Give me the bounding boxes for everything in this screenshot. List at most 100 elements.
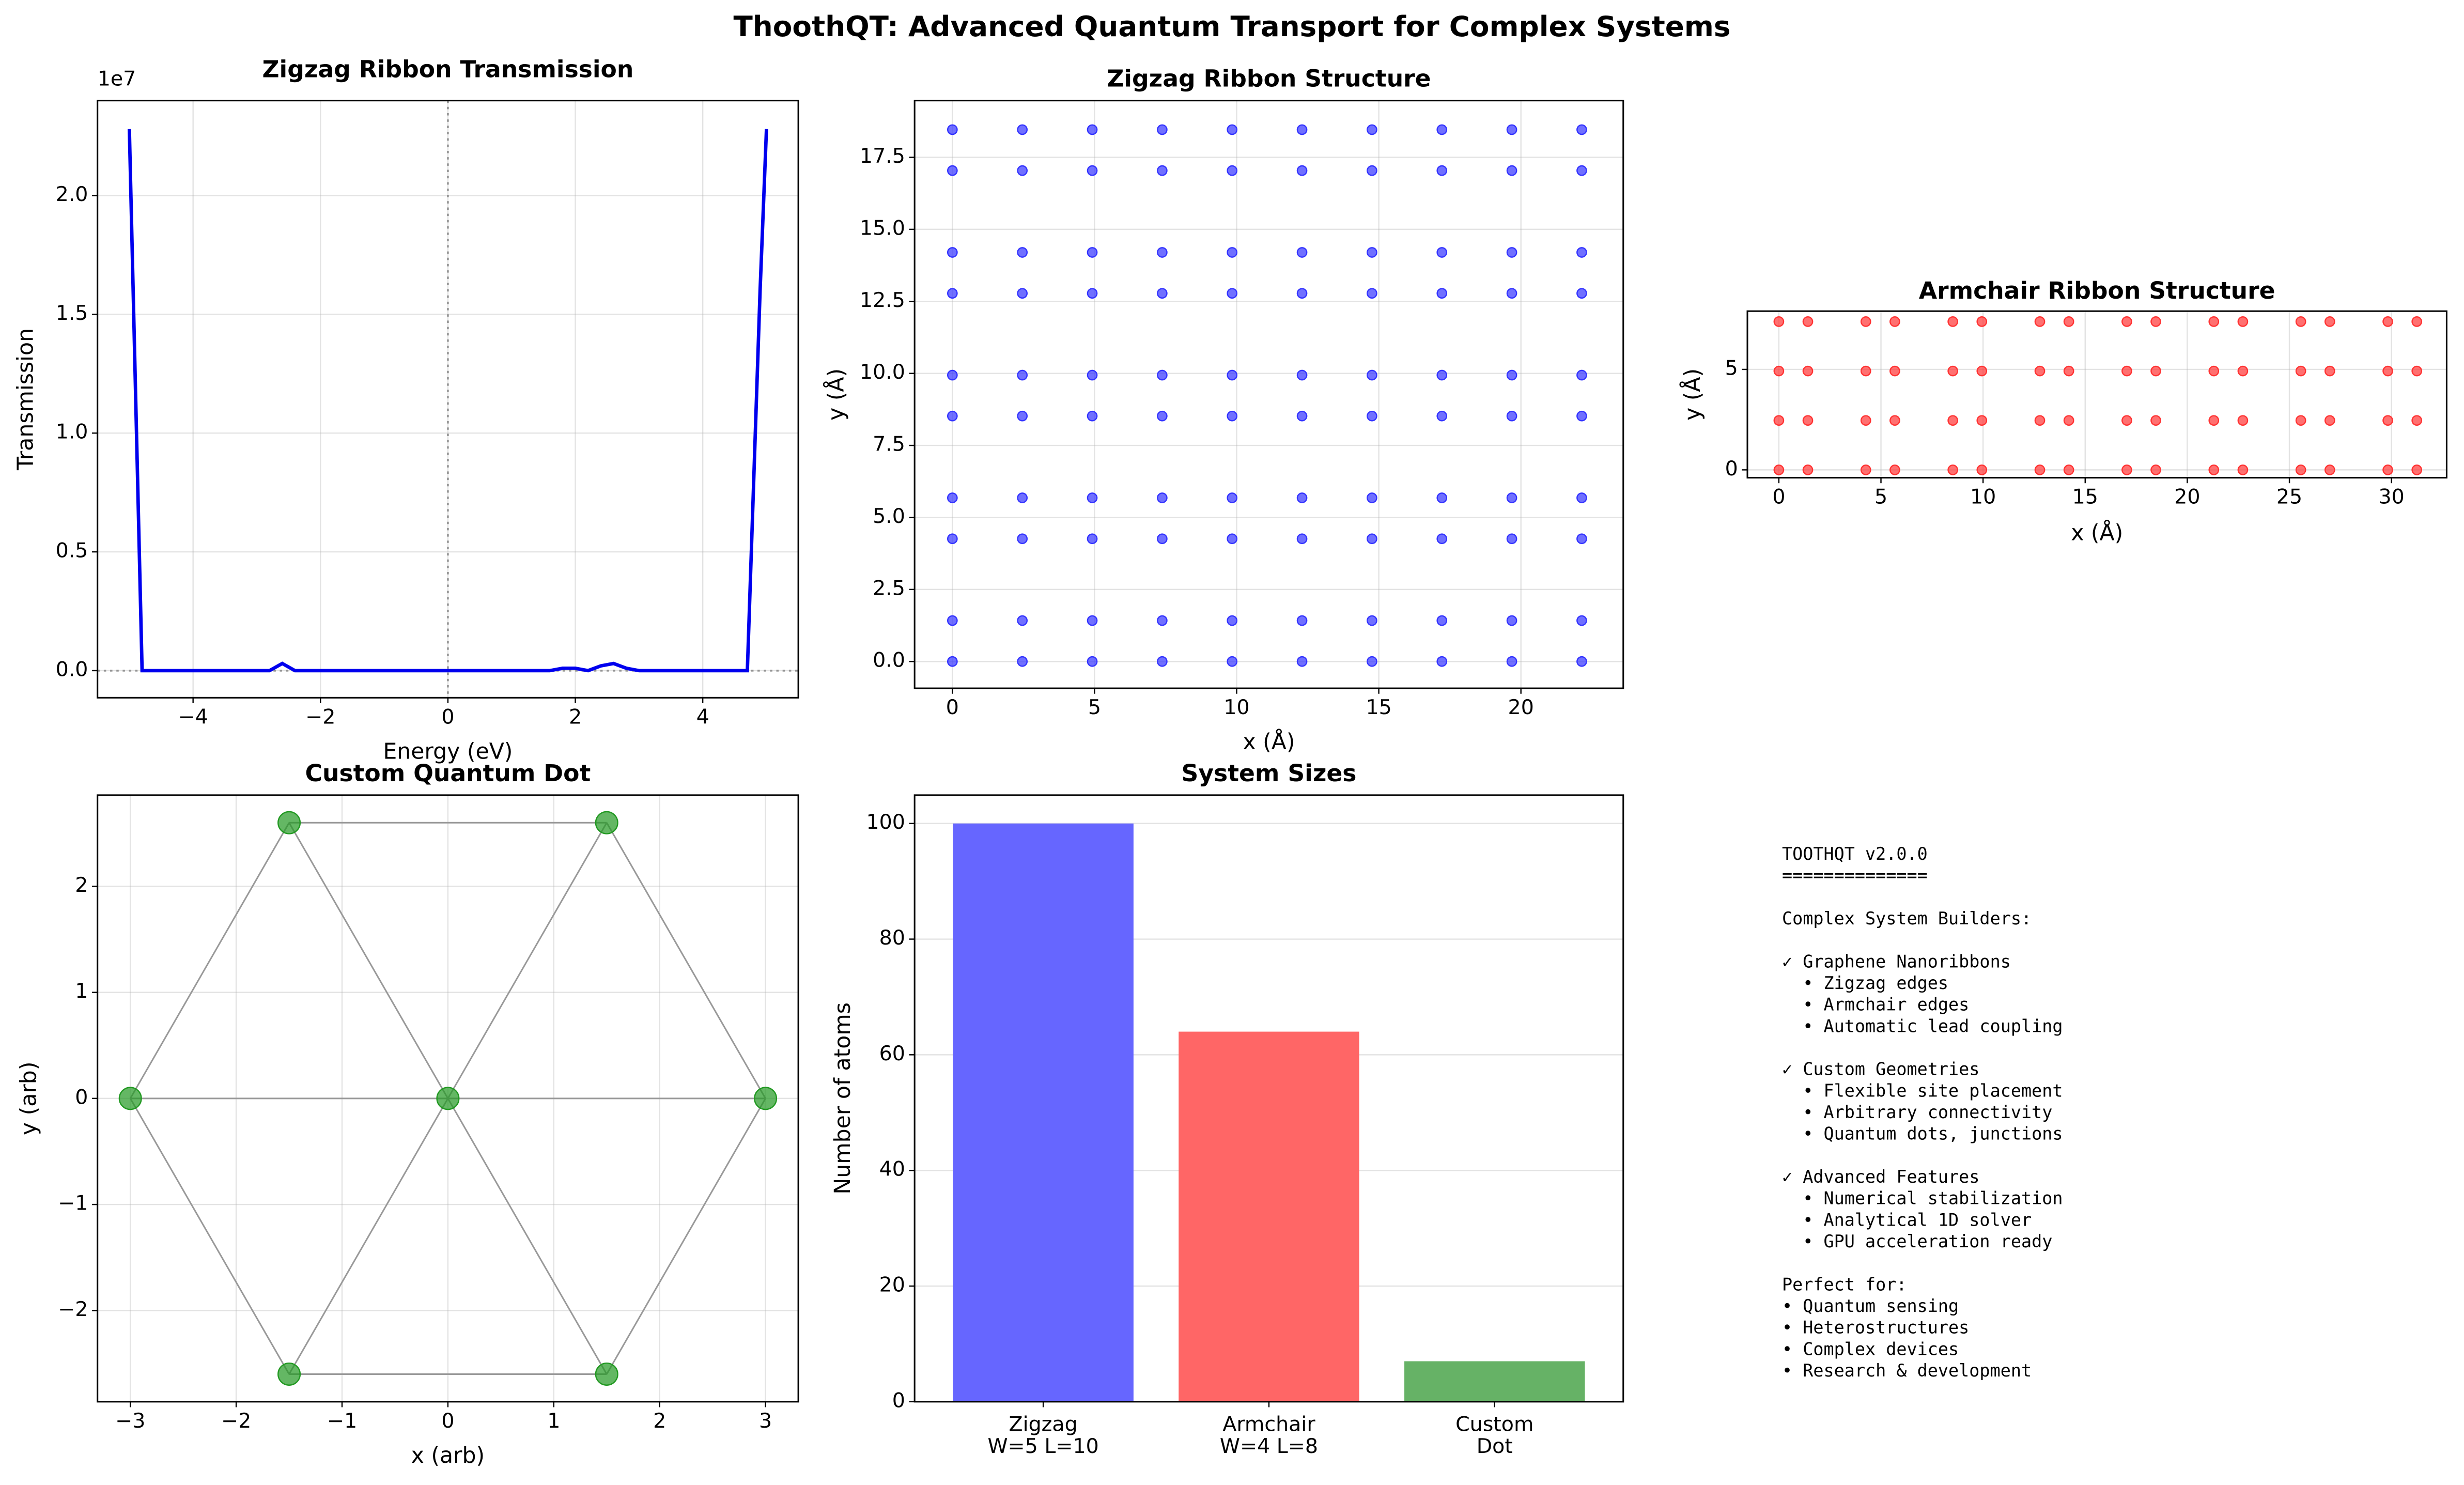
edge [288,822,449,1099]
y-axis-label: y (arb) [16,1062,41,1136]
point [1296,288,1308,299]
point [1157,288,1168,299]
point [1296,656,1308,667]
point [2150,365,2161,377]
point [1436,492,1448,503]
point [1947,365,1959,377]
point [947,410,958,422]
y-tick-label: 7.5 [873,432,905,456]
point [2324,365,2335,377]
point [1227,656,1238,667]
edge [288,1098,449,1375]
point [947,533,958,545]
point [1017,124,1028,135]
x-axis-label: Energy (eV) [383,738,513,764]
point [277,1362,301,1386]
x-tick-label: Custom Dot [1455,1412,1533,1458]
point [1802,365,1814,377]
point [1087,288,1098,299]
point [1506,615,1517,626]
info-line: • Armchair edges [1782,995,1969,1015]
point [1773,316,1785,327]
axes-frame [97,794,799,1403]
edge [129,1098,290,1375]
point [1017,247,1028,258]
point [2121,465,2132,475]
point [1576,247,1587,258]
x-tick-label: 10 [1223,695,1249,719]
point [1889,415,1900,426]
info-line: ✓ Graphene Nanoribbons [1782,951,2011,971]
point [1227,247,1238,258]
point [1367,533,1377,545]
point [436,1087,460,1110]
x-tick-label: −3 [115,1409,145,1433]
y-tick-label: 40 [879,1157,905,1181]
point [1157,615,1168,626]
x-tick-label: 15 [1366,695,1391,719]
y-tick-label: 1.0 [56,420,88,444]
x-tick-label: 10 [1970,485,1996,509]
point [1087,165,1098,176]
info-line: • Automatic lead coupling [1782,1016,2063,1036]
bar [953,823,1134,1402]
y-tick-label: −2 [58,1297,88,1321]
point [1976,465,1988,475]
info-line: ✓ Custom Geometries [1782,1059,1980,1079]
point [1506,288,1517,299]
point [2237,465,2249,475]
info-line: • GPU acceleration ready [1782,1231,2052,1251]
point [1296,410,1308,422]
point [1889,316,1900,327]
point [1227,533,1238,545]
point [595,811,618,834]
x-tick-label: 0 [1772,485,1785,509]
x-axis-label: x (Å) [2071,520,2123,546]
info-line: ============== [1782,865,1928,886]
point [1436,288,1448,299]
info-line: • Heterostructures [1782,1318,1969,1338]
point [118,1087,142,1110]
point [2411,365,2423,377]
x-tick-label: Armchair W=4 L=8 [1220,1412,1318,1458]
x-tick-label: 5 [1874,485,1887,509]
point [1506,492,1517,503]
point [595,1362,618,1386]
point [1367,288,1377,299]
point [1436,410,1448,422]
point [2411,465,2423,475]
point [1017,533,1028,545]
point [1506,165,1517,176]
point [1889,465,1900,475]
point [1436,369,1448,381]
y-tick-label: 80 [879,926,905,950]
point [947,492,958,503]
point [2295,316,2306,327]
point [1296,492,1308,503]
x-tick-label: 3 [759,1409,772,1433]
y-tick-label: 15.0 [860,216,905,240]
point [2237,365,2249,377]
point [1157,165,1168,176]
point [1087,656,1098,667]
point [1802,415,1814,426]
point [1157,369,1168,381]
point [1773,465,1785,475]
y-tick-label: 60 [879,1042,905,1065]
point [947,615,958,626]
point [1087,533,1098,545]
y-tick-label: 0.0 [56,657,88,681]
x-tick-label: 20 [2174,485,2200,509]
point [2150,415,2161,426]
point [1436,533,1448,545]
point [1506,124,1517,135]
point [1367,124,1377,135]
point [2382,316,2393,327]
point [1947,415,1959,426]
point [2295,465,2306,475]
point [1227,369,1238,381]
point [1773,415,1785,426]
x-tick-label: 2 [653,1409,666,1433]
